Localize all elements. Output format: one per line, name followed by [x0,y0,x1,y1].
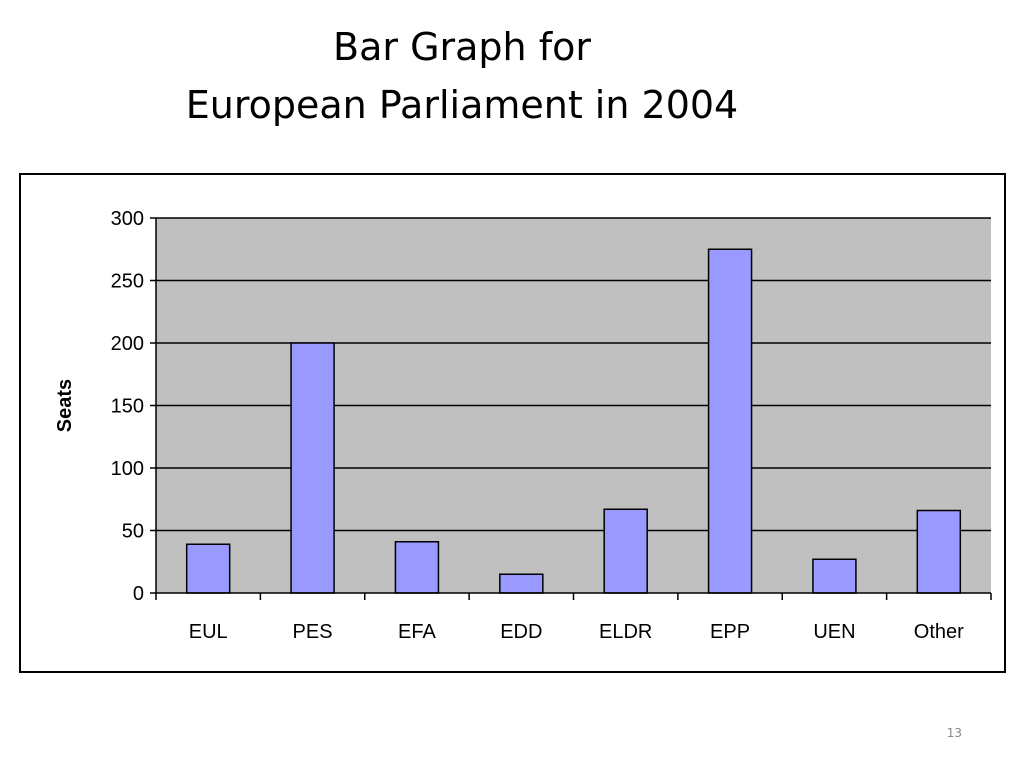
y-tick-label: 100 [111,458,144,480]
x-tick-label: PES [293,621,333,643]
y-tick-label: 150 [111,396,144,418]
bar-pes [290,342,335,594]
x-tick-label: EUL [189,621,228,643]
bar-uen [812,558,857,594]
page-number: 13 [946,726,962,740]
x-tick-label: UEN [813,621,855,643]
bar-chart: 0 50 100 150 200 250 300 EUL PES EFA EDD ELDR EPP UEN… [54,208,992,643]
bar-epp [707,248,753,594]
x-tick-label: ELDR [599,621,652,643]
x-tick-label: EDD [500,621,542,643]
bar-edd [499,573,544,594]
y-axis-label: Seats [54,379,76,432]
slide-title-line1: Bar Graph for [333,25,591,69]
bar-other [916,509,962,594]
x-tick-label: EFA [398,621,436,643]
slide-title: Bar Graph for European Parliament in 200… [0,18,924,134]
y-tick-label: 300 [111,208,144,230]
bar-efa [394,541,440,594]
slide-title-line2: European Parliament in 2004 [185,83,739,127]
y-tick-label: 0 [133,583,144,605]
x-tick-label: EPP [710,621,750,643]
y-tick-label: 200 [111,333,144,355]
y-tick-label: 50 [122,521,144,543]
chart-frame: 0 50 100 150 200 250 300 EUL PES EFA EDD ELDR EPP UEN… [19,173,1006,673]
bar-eul [185,543,231,594]
y-tick-label: 250 [111,271,144,293]
x-tick-label: Other [914,621,964,643]
bar-eldr [603,508,648,594]
